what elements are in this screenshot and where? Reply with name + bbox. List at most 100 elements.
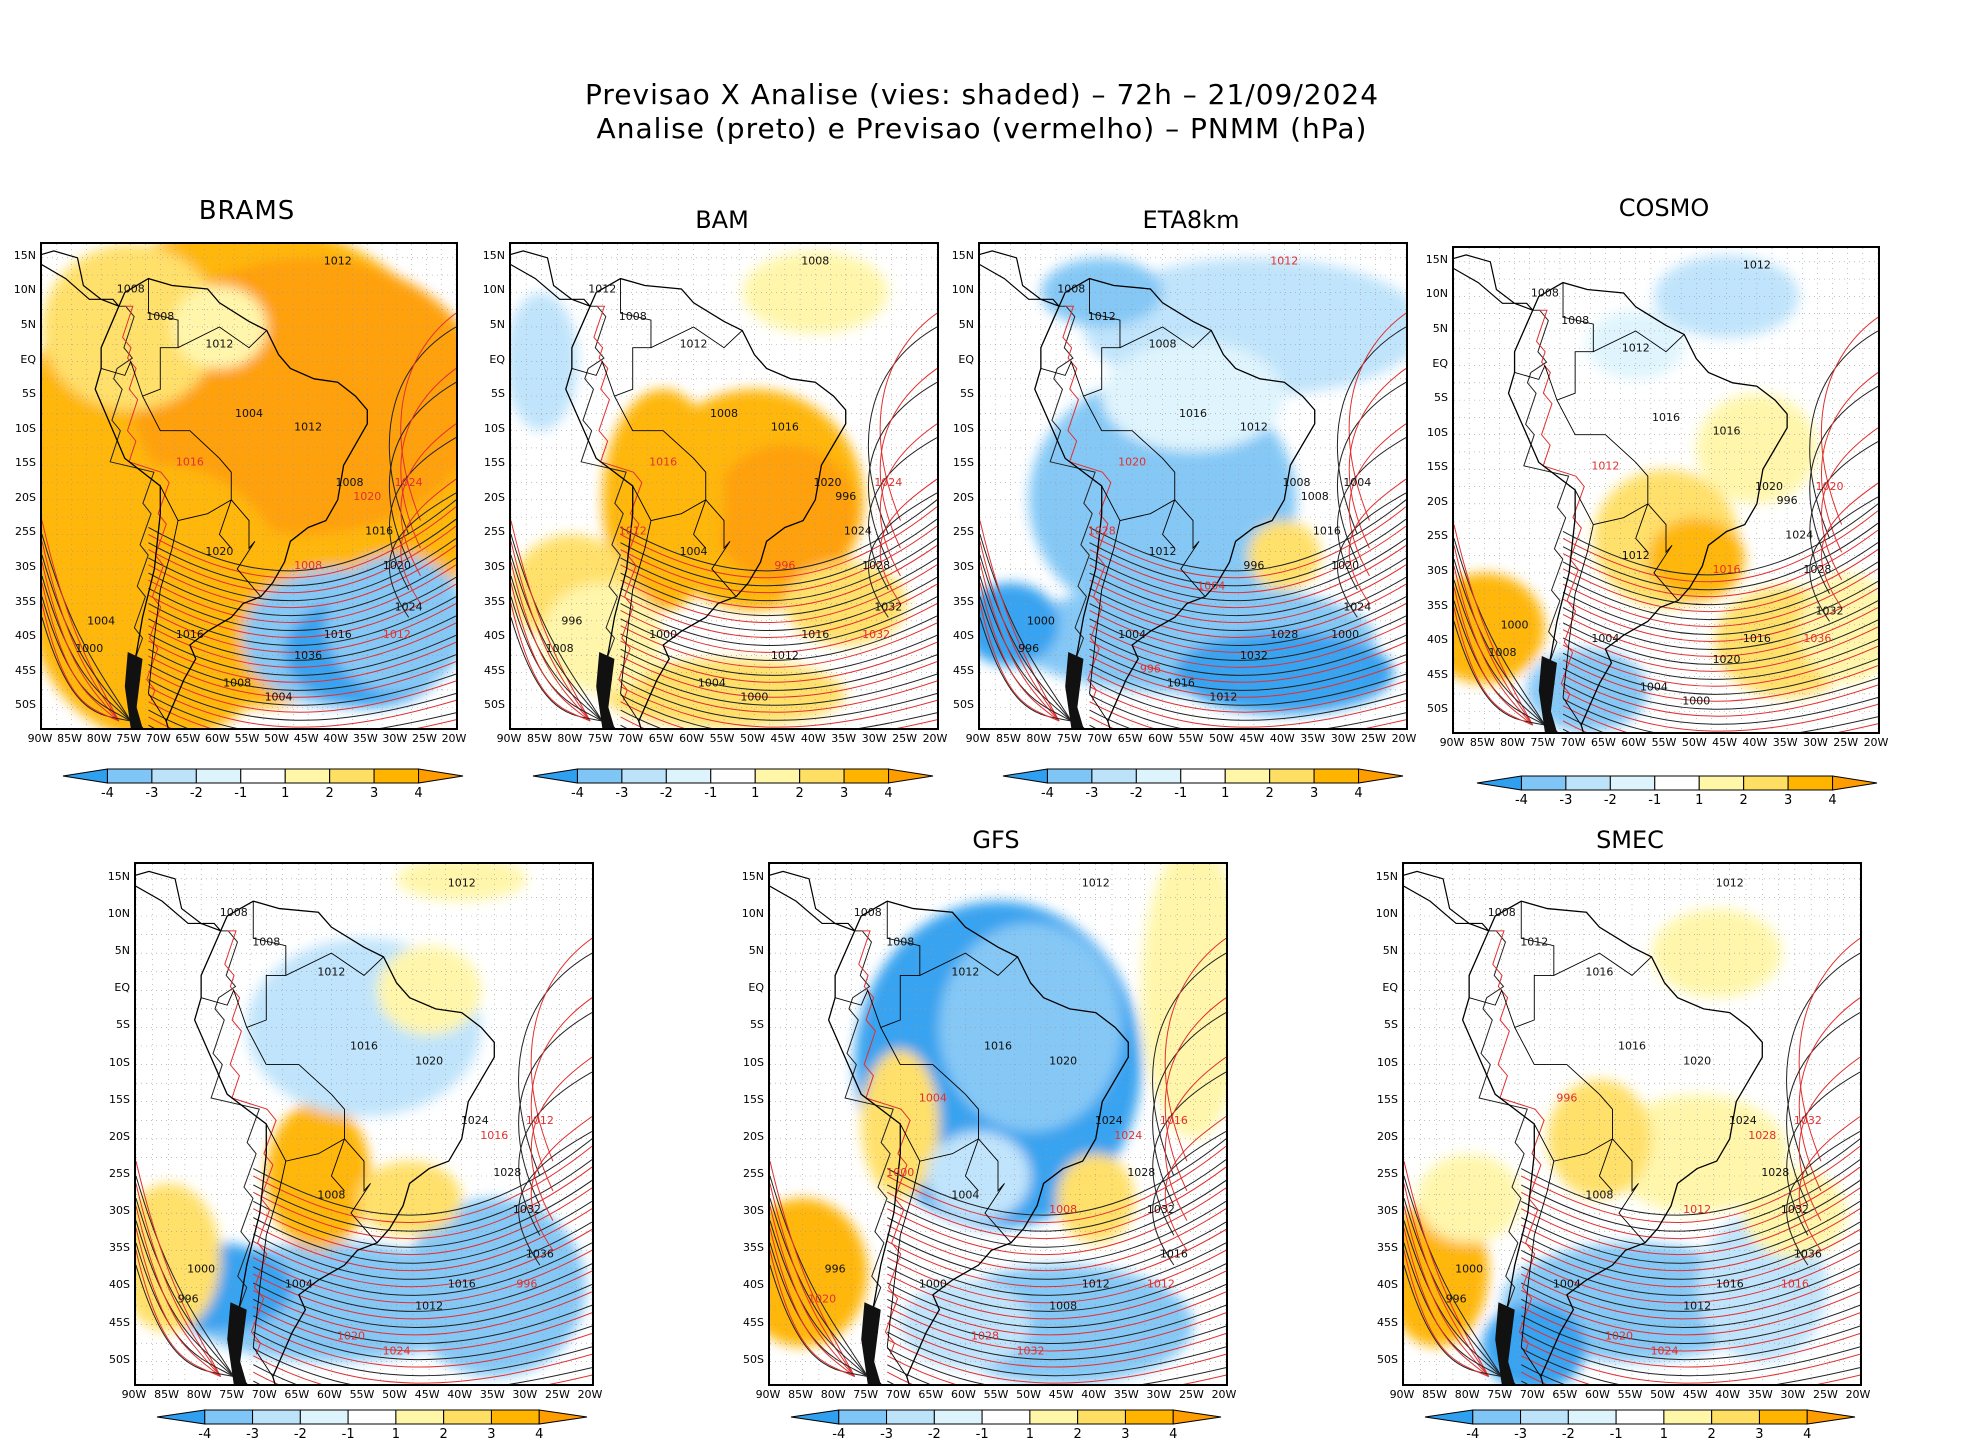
isobar-label: 996 — [835, 490, 856, 503]
map-panel: 1012 1008 1008 1012 1016 1016 1020 1024 1028 1032… — [1452, 246, 1880, 734]
isobar-label: 1020 — [1755, 480, 1783, 493]
lat-tick-label: 10S — [1427, 425, 1448, 439]
isobar-label: 1012 — [1240, 421, 1268, 434]
colorbar-tick-label: -3 — [880, 1427, 894, 1442]
lon-tick-label: 80W — [186, 1388, 212, 1401]
isobar-label: 1000 — [1455, 1263, 1483, 1276]
map-canvas: 1012100810081012101610161020102410281032… — [1454, 248, 1878, 732]
lon-tick-label: 70W — [618, 732, 644, 745]
lon-tick-label: 90W — [755, 1388, 781, 1401]
isobar-label: 1000 — [1682, 694, 1710, 707]
bias-shade — [1647, 517, 1745, 601]
bias-shade — [1141, 864, 1226, 1139]
colorbar-tick-label: 1 — [1025, 1427, 1035, 1442]
lon-tick-label: 20W — [1863, 736, 1889, 749]
lat-tick-label: 10N — [1375, 907, 1398, 920]
isobar-label: 1008 — [1531, 286, 1559, 299]
lat-tick-label: 35S — [15, 594, 36, 608]
lat-tick-label: 20S — [953, 490, 974, 504]
lat-tick-label: EQ — [20, 352, 36, 366]
isobar-label: 1024 — [844, 524, 872, 537]
isobar-label: 1032 — [1816, 604, 1844, 617]
colorbar-swatch — [538, 1409, 588, 1425]
colorbar-tick-label: -4 — [1040, 786, 1054, 801]
bias-shade — [403, 1198, 586, 1377]
colorbar-tick-label: 3 — [1309, 786, 1319, 801]
colorbar-tick-label: 1 — [1221, 786, 1230, 801]
colorbar-swatch — [790, 1409, 840, 1425]
colorbar-tick-label: -3 — [1559, 793, 1573, 808]
isobar-label: 1028 — [1761, 1166, 1789, 1179]
lon-tick-label: 25W — [1812, 1388, 1838, 1401]
lat-tick-label: 25S — [1427, 529, 1448, 543]
panel-title-eta8km: ETA8km — [1142, 206, 1240, 234]
colorbar: -4 -3 -2 -1 1 2 3 4 — [142, 1408, 602, 1448]
chile-fjords — [861, 1302, 881, 1384]
chile-fjords — [1065, 651, 1084, 728]
isobar-label: 1008 — [1488, 906, 1516, 919]
isobar-label: 996 — [1446, 1292, 1467, 1305]
lon-tick-label: 25W — [1178, 1388, 1204, 1401]
isobar-label: 1008 — [294, 559, 322, 572]
lat-tick-label: 30S — [1377, 1204, 1398, 1218]
lon-tick-label: 65W — [1552, 1388, 1578, 1401]
lat-tick-label: 5N — [958, 317, 974, 331]
lon-tick-label: 20W — [922, 732, 948, 745]
isobar-label: 1000 — [649, 628, 677, 641]
map-canvas: 1012 1008 1008 1012 1016 1020 1024 1028 1032 1016… — [770, 864, 1226, 1384]
isobar-label: 1008 — [1149, 338, 1177, 351]
lon-tick-label: 50W — [1016, 1388, 1041, 1401]
isobar-label: 1004 — [951, 1188, 979, 1201]
lon-tick-label: 30W — [1330, 732, 1356, 745]
colorbar-swatch — [621, 768, 667, 784]
colorbar-tick-label: -4 — [570, 786, 584, 801]
lat-tick-label: 40S — [484, 629, 505, 643]
lon-tick-label: 60W — [204, 732, 230, 745]
colorbar-tick-label: -1 — [975, 1427, 989, 1442]
isobar-label: 1028 — [493, 1166, 521, 1179]
colorbar-tick-label: 3 — [839, 786, 849, 801]
lat-tick-label: 15N — [1425, 252, 1448, 266]
lat-tick-label: 15N — [13, 248, 36, 262]
lon-tick-label: 20W — [1845, 1388, 1871, 1401]
lon-tick-label: 80W — [1500, 736, 1525, 749]
colorbar-tick-label: 4 — [414, 786, 423, 801]
lon-tick-label: 90W — [27, 732, 53, 745]
isobar-label: 1016 — [350, 1040, 378, 1053]
lat-tick-label: 15N — [1375, 869, 1398, 883]
isobar-label: 1008 — [117, 282, 145, 295]
lon-tick-label: 25W — [544, 1388, 570, 1401]
lat-tick-label: 45S — [1377, 1315, 1398, 1329]
lat-tick-label: 15S — [15, 456, 36, 470]
bias-shade — [1101, 340, 1285, 452]
colorbar-tick-label: -2 — [189, 786, 203, 801]
isobar-label: 996 — [178, 1292, 199, 1305]
lat-tick-label: EQ — [748, 981, 764, 995]
isobar-label: 1012 — [1743, 259, 1771, 272]
lon-tick-label: 55W — [1617, 1388, 1643, 1401]
lon-tick-label: 80W — [86, 732, 112, 745]
lon-tick-label: 20W — [441, 732, 467, 745]
bias-shade — [742, 250, 889, 334]
lon-tick-label: 85W — [1469, 736, 1495, 749]
colorbar-tick-label: -2 — [659, 786, 673, 801]
lat-tick-label: 40S — [1427, 633, 1448, 647]
lon-tick-label: 85W — [526, 732, 552, 745]
lon-tick-label: 45W — [1239, 732, 1265, 745]
isobar-label: 1004 — [1118, 628, 1146, 641]
lon-tick-label: 60W — [1584, 1388, 1610, 1401]
colorbar-swatch — [1743, 775, 1789, 791]
lat-tick-label: 15N — [482, 248, 505, 262]
lat-tick-label: 15N — [951, 248, 974, 262]
south-america-coastline — [193, 900, 495, 1384]
bias-shade — [711, 444, 858, 583]
isobar-label: 1008 — [1049, 1300, 1077, 1313]
lat-tick-label: 10N — [13, 283, 36, 297]
lon-tick-label: 75W — [219, 1388, 245, 1401]
isobar-label: 1020 — [205, 545, 233, 558]
isobar-label: 1004 — [919, 1092, 947, 1105]
lat-tick-label: 45S — [15, 663, 36, 677]
isobar-label: 996 — [1556, 1092, 1577, 1105]
colorbar: -4 -3 -2 -1 1 2 3 4 — [48, 767, 478, 807]
lat-tick-label: 10S — [15, 421, 36, 435]
